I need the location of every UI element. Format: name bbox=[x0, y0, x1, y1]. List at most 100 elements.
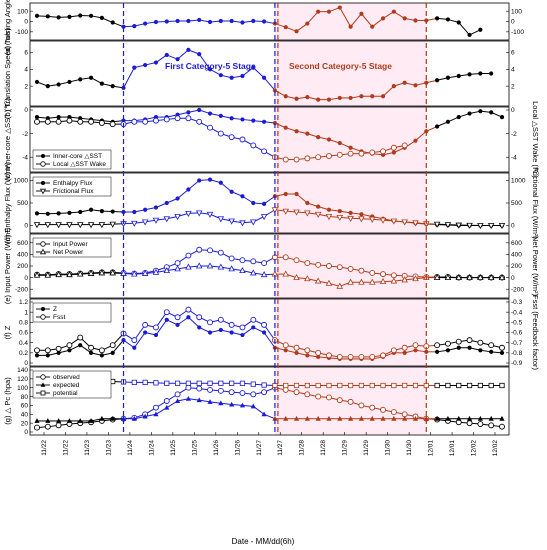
y-tick-label-right: -4 bbox=[511, 154, 517, 161]
data-point bbox=[218, 380, 224, 386]
data-point bbox=[283, 348, 288, 353]
data-point bbox=[88, 207, 94, 212]
data-point bbox=[444, 340, 451, 347]
data-point bbox=[88, 118, 95, 125]
data-point bbox=[348, 95, 353, 101]
data-point bbox=[175, 196, 180, 201]
data-point bbox=[56, 114, 61, 120]
legend-label: Net Power bbox=[53, 249, 84, 256]
data-point bbox=[488, 422, 495, 429]
data-point bbox=[304, 347, 311, 354]
series-segment bbox=[133, 324, 146, 341]
y-tick-label: 4 bbox=[24, 66, 28, 73]
data-point bbox=[164, 52, 169, 58]
series-segment bbox=[415, 130, 427, 142]
data-point bbox=[153, 411, 159, 417]
data-point bbox=[163, 216, 171, 223]
series-segment bbox=[263, 77, 276, 91]
data-point bbox=[251, 18, 256, 24]
data-point bbox=[445, 415, 451, 421]
data-point bbox=[435, 16, 440, 21]
y-axis-label: (a) Turning Angle (°) bbox=[3, 0, 12, 55]
data-point bbox=[218, 73, 223, 78]
data-point bbox=[326, 352, 332, 359]
data-point bbox=[272, 88, 278, 93]
data-point bbox=[44, 347, 51, 354]
data-point bbox=[44, 118, 51, 125]
data-point bbox=[164, 317, 169, 322]
y-tick-label: 20 bbox=[21, 420, 29, 427]
legend-label: potential bbox=[53, 390, 78, 397]
data-point bbox=[56, 82, 61, 87]
data-point bbox=[143, 62, 148, 68]
data-point bbox=[294, 350, 299, 355]
data-point bbox=[348, 210, 353, 215]
data-point bbox=[347, 398, 354, 405]
data-point bbox=[153, 19, 159, 25]
data-point bbox=[34, 13, 40, 18]
y-tick-label: 100 bbox=[17, 385, 28, 392]
data-point bbox=[325, 214, 333, 221]
data-point bbox=[197, 107, 202, 113]
data-point bbox=[467, 32, 472, 38]
data-point bbox=[283, 125, 288, 130]
data-point bbox=[163, 309, 170, 316]
data-point bbox=[369, 149, 376, 156]
data-point bbox=[370, 94, 375, 99]
data-point bbox=[294, 29, 299, 34]
data-point bbox=[251, 65, 256, 70]
data-point bbox=[142, 379, 148, 386]
panel-e: -200 0 200 400 600 -200 0 200 400 600 Net Power (W… bbox=[3, 227, 540, 304]
legend-label: Enthalpy Flux bbox=[53, 180, 93, 187]
data-point bbox=[34, 114, 40, 120]
y-tick-label: 80 bbox=[21, 394, 29, 401]
data-point bbox=[456, 345, 461, 350]
data-point bbox=[45, 353, 50, 358]
data-point bbox=[282, 386, 289, 393]
panel-a: -100 0 100 -100 0 100 (a) Turning Angle (°) bbox=[3, 0, 524, 55]
data-point bbox=[55, 345, 62, 352]
legend-box bbox=[32, 370, 112, 399]
data-point bbox=[347, 353, 354, 360]
data-point bbox=[391, 382, 397, 389]
data-point bbox=[45, 84, 50, 89]
data-point bbox=[336, 151, 343, 158]
data-point bbox=[34, 118, 40, 125]
data-point bbox=[434, 382, 440, 389]
panel-b: 2 4 6 2 4 6 (b) Translation Speed (m/s) bbox=[3, 28, 515, 119]
data-point bbox=[110, 415, 116, 421]
data-point bbox=[413, 83, 418, 88]
data-point bbox=[412, 342, 419, 349]
data-point bbox=[444, 273, 452, 281]
series-segment bbox=[209, 401, 221, 404]
series-segment bbox=[242, 327, 254, 336]
x-tick-label: 12/01 bbox=[428, 440, 435, 457]
data-point bbox=[131, 270, 138, 277]
y-tick-label-right: 0 bbox=[511, 223, 515, 230]
y-tick-label-right: 0 bbox=[511, 275, 515, 282]
data-point bbox=[250, 258, 257, 265]
data-point bbox=[196, 118, 203, 125]
data-point bbox=[143, 21, 148, 26]
series-segment bbox=[188, 316, 200, 328]
y-tick-label-right: -0.6 bbox=[511, 330, 523, 337]
data-point bbox=[261, 148, 268, 155]
data-point bbox=[99, 353, 104, 358]
x-tick-label: 11/29 bbox=[342, 440, 349, 456]
y-tick-label: 0 bbox=[24, 223, 28, 230]
series-segment bbox=[177, 398, 189, 402]
data-point bbox=[412, 415, 419, 421]
data-point bbox=[336, 282, 344, 289]
data-point bbox=[132, 209, 137, 215]
data-point bbox=[163, 267, 171, 274]
data-point bbox=[45, 211, 50, 216]
data-point bbox=[304, 210, 311, 217]
x-tick-label: 11/24 bbox=[148, 440, 155, 456]
data-point bbox=[402, 16, 407, 21]
data-point bbox=[401, 344, 408, 351]
data-point bbox=[77, 334, 84, 341]
data-point bbox=[316, 354, 321, 359]
data-point bbox=[132, 65, 137, 70]
